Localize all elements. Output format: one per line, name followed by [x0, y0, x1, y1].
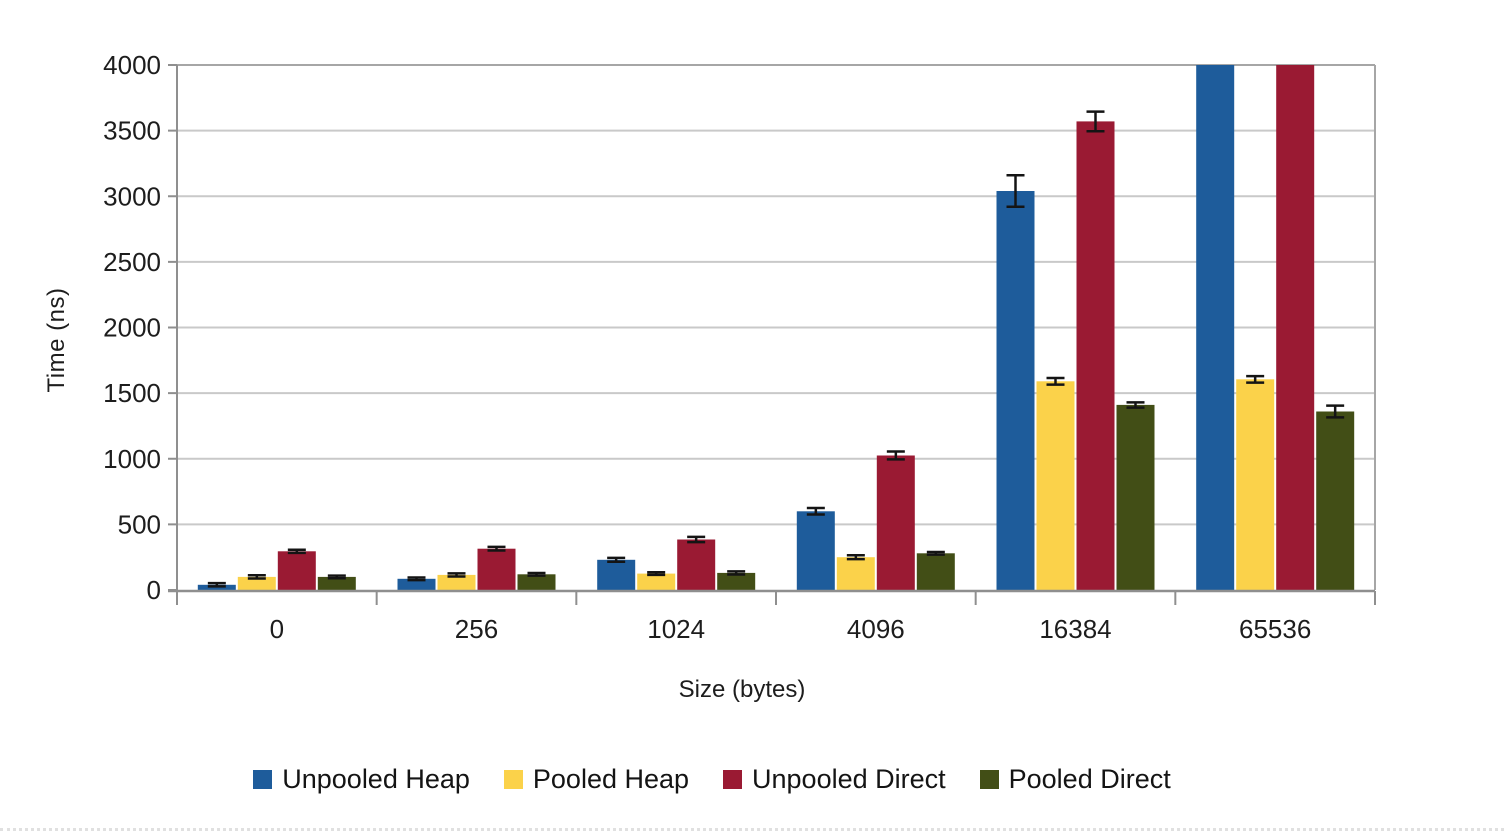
bar: [477, 548, 516, 590]
legend-label: Unpooled Direct: [752, 764, 946, 794]
x-tick-label: 4096: [847, 614, 905, 644]
legend-label: Pooled Heap: [532, 764, 690, 794]
bar: [317, 576, 356, 590]
bar: [437, 574, 476, 590]
legend-swatch-unpooled-heap: [253, 770, 273, 789]
bar: [277, 551, 316, 590]
x-tick-label: 65536: [1239, 614, 1311, 644]
bar: [996, 191, 1035, 590]
bar: [836, 557, 875, 590]
bar: [397, 578, 436, 590]
bar: [517, 574, 556, 591]
x-tick-label: 0: [270, 614, 284, 644]
y-tick-label: 3000: [103, 181, 161, 211]
legend-label: Pooled Direct: [1008, 764, 1171, 794]
y-tick-label: 1500: [103, 378, 161, 408]
bar: [637, 573, 676, 590]
legend-swatch-unpooled-direct: [723, 770, 743, 789]
bar: [916, 553, 955, 591]
y-tick-label: 3500: [103, 116, 161, 146]
legend-item-pooled-heap: Pooled Heap: [503, 764, 690, 795]
bar: [876, 455, 915, 590]
y-tick-label: 0: [147, 575, 161, 605]
bar: [1236, 379, 1275, 590]
x-tick-label: 1024: [647, 614, 705, 644]
bar: [597, 559, 636, 590]
legend-swatch-pooled-direct: [979, 770, 999, 789]
legend-item-pooled-direct: Pooled Direct: [979, 764, 1171, 795]
x-tick-label: 16384: [1039, 614, 1111, 644]
legend-item-unpooled-heap: Unpooled Heap: [253, 764, 470, 795]
bar: [1276, 65, 1315, 590]
y-tick-label: 4000: [103, 50, 161, 80]
bar: [237, 576, 276, 590]
legend-item-unpooled-direct: Unpooled Direct: [723, 764, 946, 795]
y-tick-label: 2500: [103, 247, 161, 277]
bar: [677, 539, 716, 590]
bar: [1036, 381, 1075, 590]
bar: [1076, 121, 1115, 591]
bar: [1316, 411, 1355, 590]
x-tick-label: 256: [455, 614, 498, 644]
x-axis-title: Size (bytes): [678, 676, 806, 703]
bar: [717, 572, 756, 590]
bar: [796, 511, 835, 591]
page-bottom-dotted-border: [0, 828, 1504, 831]
legend: Unpooled Heap Pooled Heap Unpooled Direct P…: [0, 764, 1424, 795]
bar: [1116, 404, 1155, 590]
y-tick-label: 500: [118, 509, 161, 539]
legend-label: Unpooled Heap: [282, 764, 470, 794]
plot-area: 0 500 1000 1500 2000 2500 3000 3500 4000 0 256 1024…: [103, 50, 1376, 644]
bar: [1196, 65, 1235, 590]
y-tick-label: 2000: [103, 313, 161, 343]
y-axis-title: Time (ns): [43, 287, 70, 393]
y-tick-label: 1000: [103, 444, 161, 474]
legend-swatch-pooled-heap: [503, 770, 523, 789]
